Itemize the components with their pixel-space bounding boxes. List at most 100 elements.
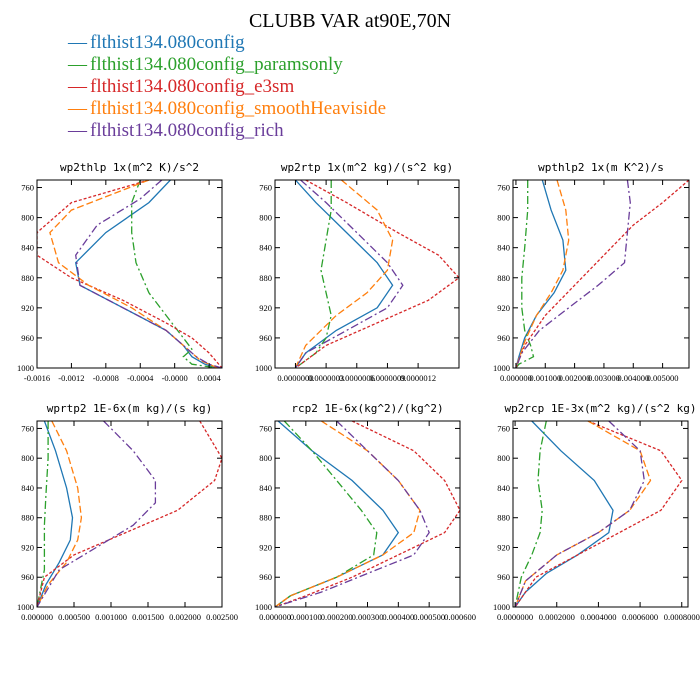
y-tick-label: 960: [497, 572, 510, 582]
panel-title: rcp2 1E-6x(kg^2)/(kg^2): [291, 402, 443, 415]
y-tick-label: 840: [21, 483, 34, 493]
x-tick-label: 0.0002000: [539, 612, 575, 622]
x-tick-label: 0.002000: [169, 612, 201, 622]
plot-frame: [512, 420, 689, 608]
x-tick-label: 0.0000006: [339, 373, 375, 383]
legend-line-2: —: [67, 76, 88, 97]
y-tick-label: 800: [21, 213, 34, 223]
series-line-flthist134.080config_e3sm: [275, 421, 460, 607]
x-tick-label: 0.0006000: [622, 612, 658, 622]
y-tick-label: 1000: [493, 602, 510, 612]
x-tick-label: -0.0012: [58, 373, 84, 383]
series-line-flthist134.080config_e3sm: [514, 421, 683, 607]
series-line-flthist134.080config_rich: [275, 421, 430, 607]
y-tick-label: 760: [21, 183, 34, 193]
x-tick-label: 0.0008000: [664, 612, 700, 622]
series-line-flthist134.080config_paramsonly: [275, 421, 378, 607]
panel-1: wp2thlp 1x(m^2 K)/s^2 760 800 840 880 920 960 1…: [17, 161, 223, 383]
series-line-flthist134.080config_smoothHeaviside: [515, 180, 570, 368]
plot-frame: [274, 179, 460, 369]
y-tick-label: 880: [497, 513, 510, 523]
y-tick-label: 1000: [255, 602, 272, 612]
figure-title: CLUBB VAR at90E,70N: [249, 10, 451, 32]
legend-label-2: flthist134.080config_e3sm: [90, 76, 294, 97]
y-tick-label: 920: [497, 303, 510, 313]
y-tick-label: 960: [21, 333, 34, 343]
y-tick-label: 880: [259, 273, 272, 283]
series-line-flthist134.080config_rich: [514, 421, 645, 607]
y-tick-label: 800: [497, 213, 510, 223]
x-tick-label: 0.000500: [413, 612, 445, 622]
legend-label-4: flthist134.080config_rich: [90, 120, 284, 141]
panel-title: wp2rtp 1x(m^2 kg)/(s^2 kg): [281, 161, 453, 174]
y-tick-label: 880: [497, 273, 510, 283]
x-tick-label: 0.002000: [559, 373, 591, 383]
series-line-flthist134.080config_paramsonly: [37, 421, 49, 607]
y-tick-label: 880: [21, 273, 34, 283]
x-tick-label: 0.0000000: [277, 373, 313, 383]
x-tick-label: 0.0000009: [369, 373, 405, 383]
y-tick-label: 920: [21, 542, 34, 552]
series-line-flthist134.080config: [74, 180, 218, 368]
series-line-flthist134.080config_smoothHeaviside: [37, 421, 83, 607]
series-line-flthist134.080config_e3sm: [515, 180, 689, 368]
series-line-flthist134.080config: [515, 180, 567, 368]
y-tick-label: 760: [21, 423, 34, 433]
legend-label-3: flthist134.080config_smoothHeaviside: [90, 98, 386, 119]
panel-title: wp2thlp 1x(m^2 K)/s^2: [60, 161, 199, 174]
y-tick-label: 920: [259, 542, 272, 552]
panel-title: wp2rcp 1E-3x(m^2 kg)/(s^2 kg): [504, 402, 696, 415]
y-tick-label: 920: [21, 303, 34, 313]
y-tick-label: 840: [497, 483, 510, 493]
x-tick-label: 0.001000: [95, 612, 127, 622]
x-tick-label: 0.000100: [290, 612, 322, 622]
y-tick-label: 960: [259, 572, 272, 582]
legend-label-1: flthist134.080config_paramsonly: [90, 54, 343, 75]
x-tick-label: 0.000300: [352, 612, 384, 622]
x-tick-label: 0.004000: [617, 373, 649, 383]
panel-2: wp2rtp 1x(m^2 kg)/(s^2 kg) 760 800 840 880 92…: [255, 161, 460, 383]
x-tick-label: 0.0000000: [497, 612, 533, 622]
legend-line-1: —: [67, 54, 88, 75]
panel-title: wprtp2 1E-6x(m kg)/(s kg): [47, 402, 213, 415]
x-tick-label: 0.000600: [444, 612, 476, 622]
y-tick-label: 840: [21, 243, 34, 253]
legend-line-3: —: [67, 98, 88, 119]
plot-frame: [274, 420, 461, 608]
x-tick-label: -0.0008: [93, 373, 119, 383]
plot-frame: [512, 179, 690, 369]
y-tick-label: 960: [21, 572, 34, 582]
series-line-flthist134.080config_smoothHeaviside: [49, 180, 218, 368]
y-tick-label: 760: [497, 183, 510, 193]
x-tick-label: 0.0004: [197, 373, 221, 383]
series-line-flthist134.080config_rich: [37, 421, 157, 607]
panel-3: wpthlp2 1x(m K^2)/s 760 800 840 880 920 960 100…: [493, 161, 690, 383]
series-line-flthist134.080config_rich: [515, 180, 631, 368]
panel-6: wp2rcp 1E-3x(m^2 kg)/(s^2 kg) 760 800 840 88…: [493, 402, 700, 622]
series-line-flthist134.080config_smoothHeaviside: [275, 421, 421, 607]
x-tick-label: 0.001000: [529, 373, 561, 383]
x-tick-label: 0.0004000: [580, 612, 616, 622]
y-tick-label: 840: [259, 243, 272, 253]
x-tick-label: -0.0004: [127, 373, 154, 383]
plot-frame: [36, 179, 223, 369]
series-line-flthist134.080config: [37, 421, 74, 607]
x-tick-label: 0.000000: [259, 612, 291, 622]
y-tick-label: 760: [497, 423, 510, 433]
y-tick-label: 880: [21, 513, 34, 523]
x-tick-label: 0.002500: [206, 612, 238, 622]
y-tick-label: 800: [259, 453, 272, 463]
y-tick-label: 840: [259, 483, 272, 493]
y-tick-label: 800: [21, 453, 34, 463]
x-tick-label: 0.001500: [132, 612, 164, 622]
y-tick-label: 880: [259, 513, 272, 523]
x-tick-label: 0.000400: [382, 612, 414, 622]
panels: wp2thlp 1x(m^2 K)/s^2 760 800 840 880 920 960 1…: [17, 161, 700, 622]
x-tick-label: 0.003000: [588, 373, 620, 383]
panel-4: wprtp2 1E-6x(m kg)/(s kg) 760 800 840 880 920…: [17, 402, 238, 622]
series-line-flthist134.080config: [514, 421, 614, 607]
y-tick-label: 840: [497, 243, 510, 253]
series-line-flthist134.080config_paramsonly: [295, 180, 332, 368]
y-tick-label: 800: [497, 453, 510, 463]
